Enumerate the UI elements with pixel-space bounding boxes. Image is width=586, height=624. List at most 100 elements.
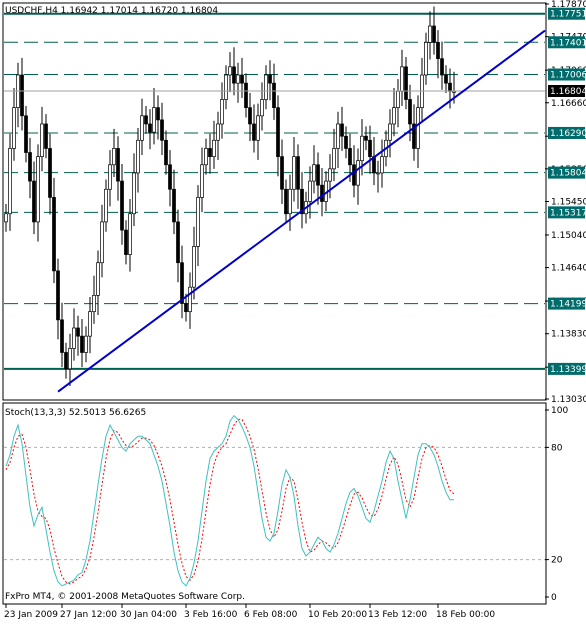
time-tick-label: 13 Feb 12:00: [368, 610, 427, 620]
bull-candle-body: [288, 188, 292, 215]
bull-candle-body: [96, 262, 100, 296]
bear-candle-body: [148, 123, 152, 133]
stoch-main-line: [5, 414, 454, 587]
time-axis: 23 Jan 2009 27 Jan 12:00 30 Jan 04:00 3 Feb…: [4, 604, 495, 620]
bear-candle-body: [20, 74, 24, 117]
bear-candle-body: [316, 164, 320, 186]
bear-candle-body: [44, 123, 48, 149]
bull-candle-body: [416, 107, 420, 149]
level-label-text: 1.17401: [550, 38, 586, 48]
bull-candle-body: [192, 246, 196, 288]
bear-candle-body: [344, 135, 348, 149]
price-axis: 1.178701.174701.170601.166601.162501.158…: [545, 0, 586, 405]
time-tick-label: 23 Jan 2009: [4, 610, 58, 620]
bull-candle-body: [224, 74, 228, 100]
stoch-tick-label: 100: [551, 406, 568, 416]
bull-candle-body: [260, 99, 264, 117]
bear-candle-body: [172, 188, 176, 223]
current-price-text: 1.16804: [550, 87, 586, 97]
level-label-box: [548, 68, 585, 81]
bear-candle-body: [252, 123, 256, 141]
bear-candle-body: [144, 115, 148, 125]
bull-candle-body: [188, 286, 192, 313]
stoch-tick-label: 20: [551, 556, 563, 566]
price-tick-label: 1.15040: [551, 231, 586, 241]
level-label-text: 1.17751: [550, 10, 586, 20]
bull-candle-body: [100, 221, 104, 264]
level-price-labels: 1.17751 1.17401 1.17006 1.16290 1.15804 1.153…: [548, 7, 586, 375]
bull-candle-body: [264, 74, 268, 100]
bear-candle-body: [268, 74, 272, 84]
level-label-box: [548, 7, 585, 20]
price-tick-label: 1.13830: [551, 330, 586, 340]
ascending-trendline[interactable]: [57, 29, 546, 393]
bear-candle-body: [436, 42, 440, 60]
level-label-text: 1.14199: [550, 300, 586, 310]
bear-candle-body: [180, 262, 184, 304]
bear-candle-body: [404, 66, 408, 100]
bull-candle-body: [108, 164, 112, 190]
bear-candle-body: [48, 148, 52, 198]
bear-candle-body: [232, 66, 236, 84]
price-tick-label: 1.13030: [551, 395, 586, 405]
bull-candle-body: [4, 213, 8, 223]
level-label-box: [548, 36, 585, 49]
bear-candle-body: [444, 74, 448, 84]
stoch-level-lines: [4, 446, 545, 561]
time-tick-label: 30 Jan 04:00: [120, 610, 177, 620]
price-tick-label: 1.17870: [551, 0, 586, 10]
bear-candle-body: [368, 139, 372, 157]
bull-candle-body: [36, 156, 40, 223]
bear-candle-body: [160, 119, 164, 141]
bear-candle-body: [80, 335, 84, 353]
bear-candle-body: [280, 156, 284, 190]
symbol-header: USDCHF,H4 1.16942 1.17014 1.16720 1.1680…: [5, 6, 218, 16]
bull-candle-body: [40, 123, 44, 157]
bear-candle-body: [364, 135, 368, 141]
bull-candle-body: [104, 188, 108, 223]
bull-candle-body: [140, 115, 144, 141]
bull-candle-body: [256, 115, 260, 141]
bull-candle-body: [152, 107, 156, 133]
bear-candle-body: [184, 303, 188, 313]
bull-candle-body: [112, 148, 116, 166]
bear-candle-body: [352, 164, 356, 186]
level-label-box: [548, 166, 585, 179]
bull-candle-body: [356, 160, 360, 186]
bear-candle-body: [340, 123, 344, 137]
bear-candle-body: [164, 139, 168, 166]
stoch-pane-frame: [2, 402, 547, 605]
bear-candle-body: [120, 180, 124, 231]
bull-candle-body: [72, 327, 76, 349]
bear-candle-body: [24, 115, 28, 153]
level-label-text: 1.16290: [550, 129, 586, 139]
level-label-text: 1.15804: [550, 169, 586, 179]
stoch-signal-line: [5, 418, 455, 585]
copyright-watermark: FxPro MT4, © 2001-2008 MetaQuotes Softwa…: [5, 592, 245, 602]
bull-candle-body: [68, 348, 72, 370]
bull-candle-body: [360, 135, 364, 162]
bear-candle-body: [408, 99, 412, 125]
bull-candle-body: [204, 148, 208, 166]
bull-candle-body: [228, 66, 232, 76]
bear-candle-body: [240, 74, 244, 84]
time-tick-label: 10 Feb 20:00: [308, 610, 367, 620]
bear-candle-body: [248, 107, 252, 125]
bull-candle-body: [8, 148, 12, 215]
bull-candle-body: [392, 107, 396, 125]
bear-candle-body: [56, 270, 60, 321]
bull-candle-body: [132, 172, 136, 215]
bull-candle-body: [400, 66, 404, 92]
bull-candle-body: [376, 172, 380, 175]
stoch-header: Stoch(13,3,3) 52.5013 56.6265: [5, 408, 146, 418]
support-resistance-levels[interactable]: [4, 12, 545, 370]
bull-candle-body: [128, 213, 132, 255]
bull-candle-body: [212, 139, 216, 157]
bear-candle-body: [284, 188, 288, 215]
time-tick-label: 27 Jan 12:00: [60, 610, 117, 620]
bear-candle-body: [432, 25, 436, 43]
price-tick-label: 1.16660: [551, 99, 586, 109]
bull-candle-body: [332, 148, 336, 170]
